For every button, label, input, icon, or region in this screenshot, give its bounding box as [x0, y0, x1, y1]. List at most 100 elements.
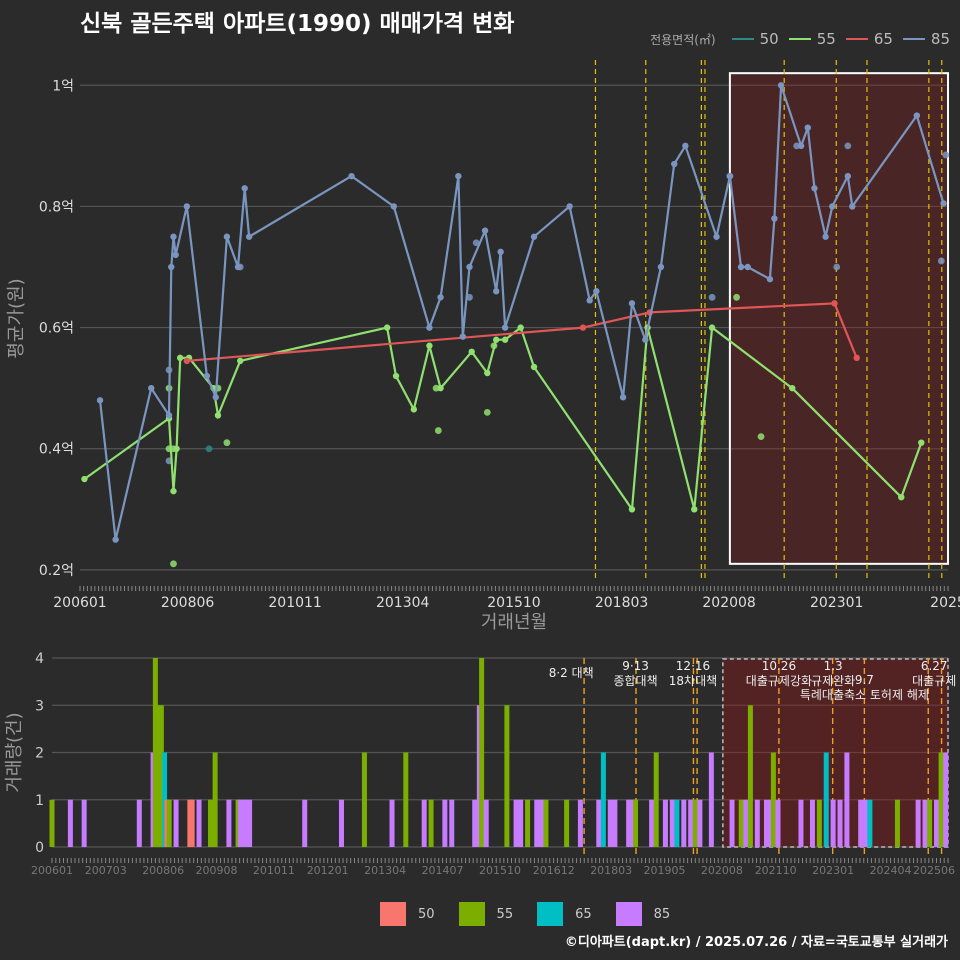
volume-bar-85	[442, 799, 448, 847]
series-point-85	[203, 372, 211, 380]
volume-bar-85	[798, 799, 804, 847]
volume-bar-85	[483, 799, 489, 847]
volume-bar-85	[421, 799, 427, 847]
series-point-85	[766, 275, 774, 283]
volume-legend-item-50: 50	[380, 902, 435, 926]
volume-y-tick-2: 2	[35, 746, 44, 762]
series-point-65	[183, 357, 191, 365]
volume-x-tick-9: 201612	[533, 864, 575, 877]
volume-bar-85	[472, 799, 478, 847]
size-legend-item-85: 85	[902, 30, 950, 48]
y-tick-label-3: 0.8억	[39, 199, 74, 215]
volume-x-tick-2: 200806	[142, 864, 184, 877]
volume-bar-85	[389, 799, 395, 847]
series-point-85	[713, 233, 720, 240]
series-point-55	[492, 336, 500, 343]
volume-bar-55	[49, 799, 55, 847]
volume-legend-label-85: 85	[653, 906, 671, 922]
volume-bar-85	[518, 799, 524, 847]
volume-bar-85	[81, 799, 87, 847]
series-point-85	[96, 397, 104, 404]
volume-bar-85	[830, 799, 836, 847]
volume-legend-label-55: 55	[496, 906, 514, 922]
series-point-85	[234, 263, 242, 271]
legend-line-65	[845, 38, 868, 40]
policy-annotation-3: 대출규제강화	[746, 674, 812, 688]
volume-x-tick-14: 202301	[812, 864, 854, 877]
volume-x-tick-15: 202404	[870, 864, 912, 877]
scatter-point-85	[708, 293, 716, 301]
price-chart: 0.2억 0.4억 0.6억 0.8억 1억 200601 200806 201011 2013…	[6, 60, 960, 633]
y-tick-label-1: 0.4억	[39, 442, 74, 458]
scatter-point-85	[844, 142, 852, 150]
series-point-55	[176, 354, 184, 362]
volume-bar-55	[653, 752, 659, 847]
volume-bar-55	[166, 799, 172, 847]
legend-label-65: 65	[873, 30, 893, 48]
volume-bar-55	[525, 799, 531, 847]
series-point-85	[501, 324, 509, 331]
series-point-55	[628, 506, 636, 513]
series-point-85	[804, 124, 811, 131]
x-tick-label-4: 201510	[487, 595, 540, 611]
scatter-point-55	[483, 408, 491, 416]
series-point-85	[492, 288, 500, 295]
series-point-85	[811, 185, 818, 192]
volume-swatch-85	[615, 902, 642, 926]
volume-bar-85	[649, 799, 655, 847]
volume-bar-65	[600, 752, 606, 847]
scatter-point-55	[223, 439, 231, 447]
volume-bar-85	[943, 752, 949, 847]
scatter-point-85	[793, 142, 801, 150]
volume-bar-55	[208, 799, 214, 847]
policy-annotation-1: 9·13	[622, 659, 649, 673]
series-point-85	[726, 172, 734, 180]
volume-bar-85	[915, 799, 921, 847]
volume-bar-85	[837, 799, 843, 847]
volume-bar-55	[504, 705, 510, 847]
size-legend: 전용면적(㎡) 50 55 65 85	[650, 30, 950, 48]
series-point-65	[853, 354, 860, 362]
series-point-85	[466, 263, 473, 271]
volume-bar-65	[867, 799, 873, 847]
volume-bar-55	[403, 752, 409, 847]
volume-y-axis-label: 거래량(건)	[4, 712, 25, 792]
x-tick-label-7: 202301	[810, 595, 863, 611]
volume-bar-85	[247, 799, 253, 847]
series-point-85	[455, 172, 462, 180]
volume-legend-label-65: 65	[575, 906, 592, 922]
x-tick-label-1: 200806	[161, 595, 215, 611]
series-point-85	[245, 233, 253, 240]
policy-annotation-3: 10.26	[762, 659, 796, 673]
volume-legend-label-50: 50	[418, 906, 435, 922]
x-tick-label-2: 201011	[268, 595, 321, 611]
volume-bar-55	[633, 799, 639, 847]
scatter-point-85	[937, 257, 945, 265]
volume-bar-55	[428, 799, 434, 847]
volume-bar-85	[607, 799, 613, 847]
volume-x-tick-16: 202506	[913, 864, 955, 877]
volume-bar-85	[697, 799, 703, 847]
highlight-box	[728, 72, 950, 565]
legend-label-85: 85	[930, 30, 950, 48]
volume-bar-55	[938, 752, 944, 847]
chart-title: 신북 골든주택 아파트(1990) 매매가격 변화	[80, 11, 515, 37]
x-tick-label-0: 200601	[53, 595, 106, 611]
series-point-55	[410, 406, 418, 413]
volume-bar-50	[189, 799, 195, 847]
volume-bar-85	[809, 799, 815, 847]
series-point-55	[468, 348, 475, 356]
series-point-85	[497, 248, 504, 256]
x-axis-label: 거래년월	[481, 612, 547, 633]
volume-swatch-65	[537, 902, 564, 926]
series-point-55	[214, 412, 222, 419]
series-point-85	[682, 142, 689, 150]
volume-bar-85	[669, 799, 675, 847]
series-point-55	[170, 487, 177, 495]
volume-x-tick-12: 202008	[701, 864, 743, 877]
series-point-85	[183, 203, 191, 210]
legend-line-50	[731, 38, 754, 40]
volume-x-tick-1: 200703	[85, 864, 127, 877]
volume-bar-85	[173, 799, 179, 847]
series-point-85	[530, 233, 538, 240]
